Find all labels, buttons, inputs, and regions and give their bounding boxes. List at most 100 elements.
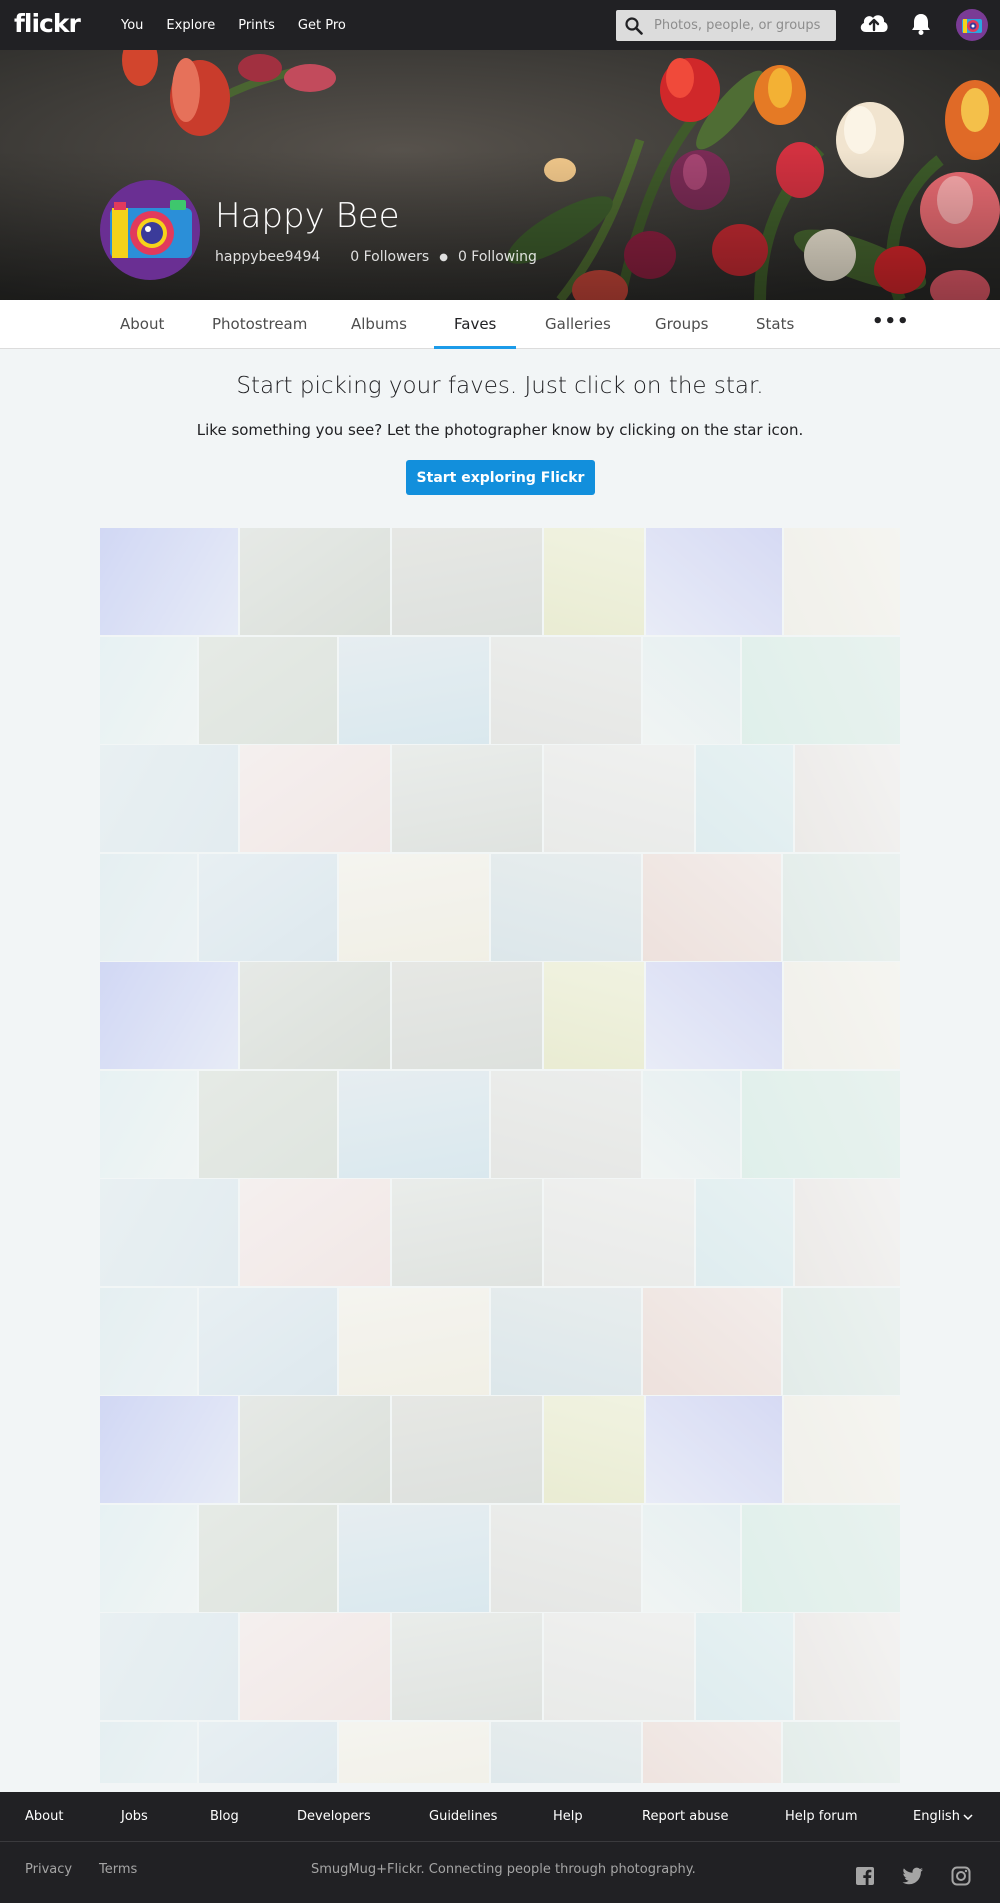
- search-box[interactable]: [616, 10, 836, 41]
- footer-link-about[interactable]: About: [25, 1809, 64, 1824]
- tab-stats[interactable]: Stats: [756, 315, 795, 333]
- faded-thumbnail: [646, 962, 782, 1069]
- meta-separator: ●: [439, 251, 448, 263]
- camera-avatar-icon: [110, 200, 192, 258]
- footer-link-blog[interactable]: Blog: [210, 1809, 239, 1824]
- faded-thumbnail: [240, 528, 390, 635]
- faded-thumbnail: [491, 1722, 641, 1783]
- profile-display-name: Happy Bee: [215, 196, 400, 236]
- faded-thumbnail: [643, 1722, 781, 1783]
- faded-thumbnail: [784, 1396, 900, 1503]
- top-navigation-bar: flickr You Explore Prints Get Pro: [0, 0, 1000, 50]
- following-count[interactable]: 0 Following: [457, 249, 537, 265]
- faded-thumbnail: [199, 854, 337, 961]
- faded-thumbnail: [742, 1071, 900, 1178]
- tab-faves[interactable]: Faves: [434, 300, 517, 349]
- footer-link-report-abuse[interactable]: Report abuse: [642, 1809, 729, 1824]
- faded-thumbnail: [240, 1613, 390, 1720]
- faded-thumbnail: [742, 637, 900, 744]
- faded-thumbnail: [240, 1179, 390, 1286]
- instagram-icon[interactable]: [951, 1866, 971, 1886]
- flickr-logo[interactable]: flickr: [14, 9, 81, 38]
- nav-link-you[interactable]: You: [121, 17, 144, 33]
- notifications-bell-icon[interactable]: [910, 12, 932, 36]
- faded-thumbnail: [696, 1613, 793, 1720]
- faded-thumbnail: [339, 854, 489, 961]
- profile-avatar[interactable]: [100, 180, 200, 280]
- faded-thumbnail: [643, 637, 740, 744]
- faded-thumbnail: [100, 1396, 238, 1503]
- faded-thumbnail: [100, 1288, 197, 1395]
- nav-link-explore[interactable]: Explore: [166, 17, 216, 33]
- faded-thumbnail: [199, 1288, 337, 1395]
- faded-photo-grid: [100, 528, 900, 1783]
- twitter-icon[interactable]: [902, 1866, 924, 1886]
- faded-thumbnail: [100, 528, 238, 635]
- footer-link-help-forum[interactable]: Help forum: [785, 1809, 858, 1824]
- faded-thumbnail: [100, 1613, 238, 1720]
- faded-thumbnail: [643, 1071, 740, 1178]
- faded-thumbnail: [199, 637, 337, 744]
- faded-thumbnail: [643, 1505, 740, 1612]
- tab-groups[interactable]: Groups: [655, 315, 709, 333]
- camera-avatar-icon: [962, 19, 982, 33]
- faded-thumbnail: [544, 528, 644, 635]
- tulips-cover-image: [0, 50, 1000, 300]
- faded-thumbnail: [100, 854, 197, 961]
- faded-thumbnail: [199, 1722, 337, 1783]
- faded-thumbnail: [491, 1071, 641, 1178]
- faded-thumbnail: [544, 745, 694, 852]
- faded-thumbnail: [392, 962, 542, 1069]
- faded-thumbnail: [100, 745, 238, 852]
- faded-thumbnail: [643, 1288, 781, 1395]
- faded-thumbnail: [544, 962, 644, 1069]
- chevron-down-icon: [963, 1814, 973, 1821]
- footer-link-terms[interactable]: Terms: [99, 1862, 138, 1877]
- faded-thumbnail: [240, 1396, 390, 1503]
- language-selector[interactable]: English: [913, 1809, 960, 1824]
- footer-link-jobs[interactable]: Jobs: [121, 1809, 148, 1824]
- tab-about[interactable]: About: [120, 315, 165, 333]
- faded-thumbnail: [491, 1505, 641, 1612]
- start-exploring-button[interactable]: Start exploring Flickr: [406, 460, 595, 495]
- footer-link-privacy[interactable]: Privacy: [25, 1862, 73, 1877]
- faded-thumbnail: [784, 962, 900, 1069]
- user-avatar[interactable]: [956, 9, 988, 41]
- faded-thumbnail: [544, 1613, 694, 1720]
- tab-albums[interactable]: Albums: [351, 315, 407, 333]
- nav-link-prints[interactable]: Prints: [238, 17, 275, 33]
- profile-tabs: About Photostream Albums Faves Galleries…: [0, 300, 1000, 349]
- faded-thumbnail: [199, 1505, 337, 1612]
- faded-thumbnail: [696, 745, 793, 852]
- faves-empty-title: Start picking your faves. Just click on …: [236, 373, 764, 399]
- faded-thumbnail: [199, 1071, 337, 1178]
- footer-link-help[interactable]: Help: [553, 1809, 583, 1824]
- faded-thumbnail: [100, 962, 238, 1069]
- faded-thumbnail: [392, 1613, 542, 1720]
- nav-link-get-pro[interactable]: Get Pro: [297, 17, 346, 33]
- faded-thumbnail: [100, 637, 197, 744]
- tab-photostream[interactable]: Photostream: [212, 315, 308, 333]
- faded-thumbnail: [339, 1505, 489, 1612]
- footer: About Jobs Blog Developers Guidelines He…: [0, 1792, 1000, 1903]
- upload-cloud-icon[interactable]: [858, 10, 890, 38]
- faded-thumbnail: [240, 962, 390, 1069]
- main-nav-links: You Explore Prints Get Pro: [121, 0, 369, 50]
- tab-galleries[interactable]: Galleries: [545, 315, 611, 333]
- faded-thumbnail: [240, 745, 390, 852]
- more-menu-button[interactable]: •••: [872, 311, 910, 332]
- footer-link-guidelines[interactable]: Guidelines: [429, 1809, 498, 1824]
- faded-thumbnail: [646, 1396, 782, 1503]
- faded-thumbnail: [643, 854, 781, 961]
- faded-thumbnail: [491, 637, 641, 744]
- footer-link-developers[interactable]: Developers: [297, 1809, 371, 1824]
- faded-thumbnail: [783, 854, 900, 961]
- profile-meta: happybee9494 0 Followers ● 0 Following: [215, 249, 537, 265]
- facebook-icon[interactable]: [855, 1866, 875, 1886]
- faded-thumbnail: [100, 1071, 197, 1178]
- followers-count[interactable]: 0 Followers: [350, 249, 430, 265]
- search-input[interactable]: [654, 10, 832, 41]
- faded-thumbnail: [339, 1288, 489, 1395]
- faded-thumbnail: [795, 745, 900, 852]
- faded-thumbnail: [491, 854, 641, 961]
